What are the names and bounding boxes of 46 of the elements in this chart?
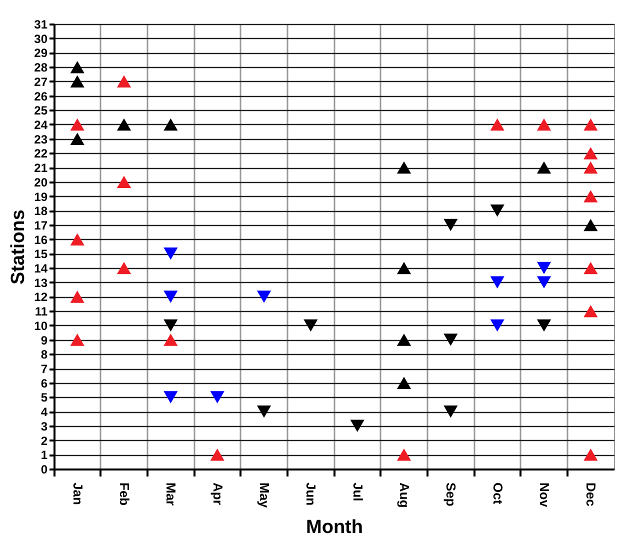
y-tick-label: 22 bbox=[34, 146, 48, 161]
y-tick-label: 17 bbox=[34, 218, 48, 232]
x-axis-title: Month bbox=[306, 516, 363, 538]
y-tick-label: 1 bbox=[40, 448, 48, 462]
y-tick-label: 24 bbox=[34, 118, 48, 132]
x-tick-label: Dec bbox=[584, 482, 599, 506]
x-tick-label: Sep bbox=[444, 482, 459, 506]
y-tick-label: 23 bbox=[34, 132, 48, 146]
y-tick-label: 10 bbox=[34, 318, 48, 333]
y-tick-label: 29 bbox=[34, 46, 48, 60]
y-tick-label: 25 bbox=[34, 104, 48, 118]
y-tick-label: 7 bbox=[40, 362, 48, 376]
y-tick-label: 14 bbox=[34, 262, 48, 276]
y-tick-label: 9 bbox=[40, 333, 48, 348]
y-tick-label: 20 bbox=[34, 175, 48, 190]
y-tick-label: 0 bbox=[40, 462, 48, 476]
x-tick-label: Aug bbox=[397, 482, 412, 508]
x-tick-label: Nov bbox=[537, 482, 552, 508]
y-tick-label: 18 bbox=[34, 204, 48, 218]
y-tick-label: 30 bbox=[34, 32, 48, 46]
y-tick-label: 8 bbox=[40, 348, 48, 362]
y-tick-label: 28 bbox=[34, 60, 48, 75]
y-tick-label: 3 bbox=[40, 419, 48, 434]
y-tick-label: 19 bbox=[34, 190, 48, 204]
x-tick-label: Mar bbox=[164, 482, 179, 506]
y-tick-label: 21 bbox=[34, 161, 48, 176]
y-tick-label: 16 bbox=[34, 232, 48, 247]
y-axis-title: Stations bbox=[8, 210, 30, 284]
y-tick-label: 2 bbox=[40, 434, 48, 448]
x-tick-label: Jun bbox=[304, 482, 319, 506]
x-tick-label: Apr bbox=[210, 482, 226, 505]
x-tick-label: Oct bbox=[490, 482, 506, 505]
x-tick-label: Jul bbox=[350, 482, 366, 502]
y-tick-label: 5 bbox=[40, 390, 48, 405]
y-tick-label: 13 bbox=[34, 276, 48, 290]
y-tick-label: 15 bbox=[34, 247, 48, 262]
y-tick-label: 11 bbox=[34, 304, 48, 319]
y-tick-label: 27 bbox=[34, 74, 48, 89]
y-tick-label: 4 bbox=[40, 405, 48, 420]
x-tick-label: May bbox=[257, 482, 272, 509]
y-tick-label: 12 bbox=[34, 290, 48, 304]
y-tick-label: 26 bbox=[34, 89, 48, 104]
x-tick-label: Feb bbox=[117, 482, 132, 506]
y-tick-label: 31 bbox=[34, 18, 48, 32]
x-tick-label: Jan bbox=[70, 482, 86, 505]
y-tick-label: 6 bbox=[40, 376, 48, 390]
